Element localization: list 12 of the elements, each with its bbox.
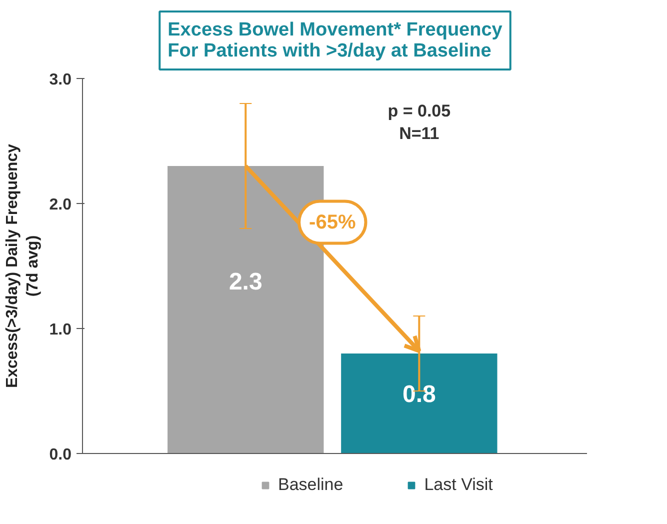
y-tick-label: 2.0 [49, 196, 72, 214]
data-label: 2.3 [228, 268, 262, 296]
legend-label: Baseline [278, 475, 344, 495]
y-tick-label: 0.0 [49, 446, 72, 464]
y-axis-title: Excess(>3/day) Daily Frequency (7d avg) [4, 144, 42, 388]
legend-label: Last Visit [424, 475, 493, 495]
annotation: -65% [309, 211, 356, 234]
y-tick-label: 3.0 [49, 72, 72, 88]
chart-title: Excess Bowel Movement* Frequency For Patients with >3/day at Baseline [168, 20, 503, 62]
y-tick-label: 1.0 [49, 322, 72, 338]
data-label: 0.8 [402, 381, 436, 408]
annotation: p = 0.05 N=11 [388, 101, 451, 144]
